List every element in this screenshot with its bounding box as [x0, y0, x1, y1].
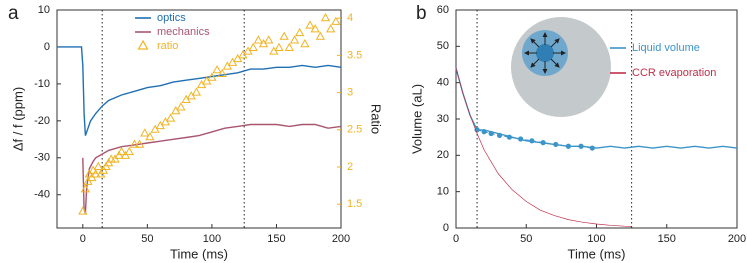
x-tick-label: 150: [267, 233, 285, 245]
scatter-point: [191, 87, 202, 96]
scatter-point: [305, 20, 315, 29]
scatter-point: [91, 169, 101, 178]
x-tick-label: 100: [587, 233, 605, 245]
y2-tick-label: 4: [347, 12, 353, 24]
y2-tick-label: 2.5: [347, 124, 362, 136]
scatter-point: [279, 31, 289, 40]
marker-point: [540, 140, 546, 146]
marker-point: [481, 129, 487, 135]
scatter-point: [93, 161, 103, 171]
scatter-point: [315, 31, 325, 40]
scatter-point: [248, 42, 258, 51]
x-tick-label: 200: [332, 233, 350, 245]
scatter-point: [320, 12, 331, 22]
scatter-point: [212, 65, 222, 74]
marker-point: [518, 136, 524, 142]
droplet-core: [536, 44, 554, 62]
scatter-point: [124, 146, 134, 156]
x-axis-label: Time (ms): [567, 246, 625, 261]
y-tick-label: -10: [34, 78, 50, 90]
inset-diagram: [511, 17, 611, 117]
y-tick-label: -20: [34, 115, 50, 127]
x-tick-label: 150: [658, 233, 676, 245]
scatter-point: [78, 206, 88, 215]
x-axis-label: Time (ms): [170, 246, 228, 261]
marker-point: [589, 145, 595, 151]
scatter-point: [134, 139, 145, 148]
x-tick-label: 50: [520, 233, 532, 245]
legend-swatch: [137, 39, 149, 50]
marker-point: [496, 132, 503, 138]
y2-tick-label: 1.5: [347, 198, 362, 210]
scatter-point: [284, 42, 294, 51]
y-tick-label: 0: [443, 222, 449, 234]
y-axis-label: Δf / f (ppm): [10, 87, 25, 151]
scatter-point: [253, 35, 264, 44]
scatter-point: [116, 146, 127, 156]
scatter-point: [295, 27, 305, 37]
y-axis-label: Volume (aL): [409, 84, 424, 154]
y-tick-label: 10: [38, 4, 50, 16]
x-tick-label: 50: [141, 233, 153, 245]
scatter-point: [165, 113, 176, 122]
x-tick-label: 200: [728, 233, 746, 245]
panel-label: a: [8, 3, 19, 24]
scatter-point: [207, 72, 217, 81]
marker-point: [488, 130, 494, 137]
y-tick-label: 0: [44, 41, 50, 53]
scatter-point: [264, 35, 274, 44]
y2-tick-label: 3.5: [347, 49, 362, 61]
marker-point: [578, 143, 584, 149]
scatter-point: [300, 39, 310, 48]
y-tick-label: -30: [34, 152, 50, 164]
series-line: [455, 68, 632, 227]
x-tick-label: 100: [203, 233, 221, 245]
y-tick-label: 10: [437, 186, 449, 198]
panel-label: b: [416, 3, 427, 24]
scatter-point: [310, 24, 320, 33]
legend-label: ratio: [157, 40, 178, 52]
scatter-point: [274, 42, 284, 51]
scatter-point: [331, 16, 341, 25]
y-tick-label: 60: [437, 4, 449, 16]
y-tick-label: 50: [437, 40, 449, 52]
y-tick-label: 20: [437, 149, 449, 161]
legend-label: optics: [157, 12, 186, 24]
legend-label: mechanics: [157, 26, 210, 38]
scatter-point: [145, 132, 155, 141]
y-tick-label: 40: [437, 77, 449, 89]
y-tick-label: -40: [34, 189, 50, 201]
marker-point: [506, 134, 512, 140]
scatter-point: [289, 35, 300, 44]
scatter-point: [217, 68, 227, 78]
legend-label: Liquid volume: [632, 42, 700, 54]
marker-point: [565, 143, 572, 149]
scatter-point: [326, 24, 336, 33]
scatter-point: [129, 139, 140, 148]
x-tick-label: 0: [80, 233, 86, 245]
y2-tick-label: 3: [347, 86, 353, 98]
legend-label: CCR evaporation: [632, 67, 716, 79]
arrows: [524, 32, 566, 74]
marker-point: [529, 138, 535, 144]
y-tick-label: 30: [437, 113, 449, 125]
marker-point: [553, 141, 559, 148]
x-tick-label: 0: [453, 233, 459, 245]
scatter-point: [140, 128, 150, 137]
scatter-point: [176, 102, 186, 111]
plot-frame: [56, 9, 342, 229]
series-line: [82, 123, 342, 214]
series-line: [57, 46, 342, 136]
marker-point: [474, 127, 480, 133]
scatter-point: [80, 184, 91, 193]
y2-tick-label: 2: [347, 161, 353, 173]
y2-axis-label: Ratio: [369, 104, 384, 134]
